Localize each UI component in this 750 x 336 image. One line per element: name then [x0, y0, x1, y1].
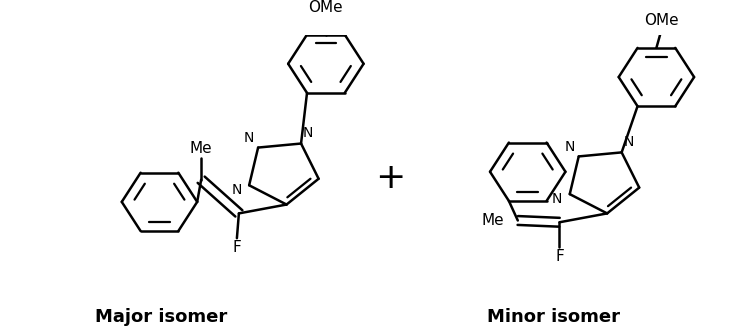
Text: OMe: OMe	[644, 13, 679, 29]
Text: Me: Me	[190, 141, 212, 156]
Text: N: N	[623, 135, 634, 149]
Text: +: +	[375, 161, 405, 195]
Text: Major isomer: Major isomer	[95, 308, 228, 326]
Text: Minor isomer: Minor isomer	[488, 308, 620, 326]
Text: N: N	[231, 183, 242, 197]
Text: F: F	[555, 249, 564, 264]
Text: N: N	[303, 126, 313, 140]
Text: OMe: OMe	[308, 0, 344, 15]
Text: N: N	[552, 192, 562, 206]
Text: N: N	[564, 140, 574, 154]
Text: F: F	[232, 240, 242, 255]
Text: Me: Me	[482, 213, 504, 228]
Text: N: N	[244, 131, 254, 145]
